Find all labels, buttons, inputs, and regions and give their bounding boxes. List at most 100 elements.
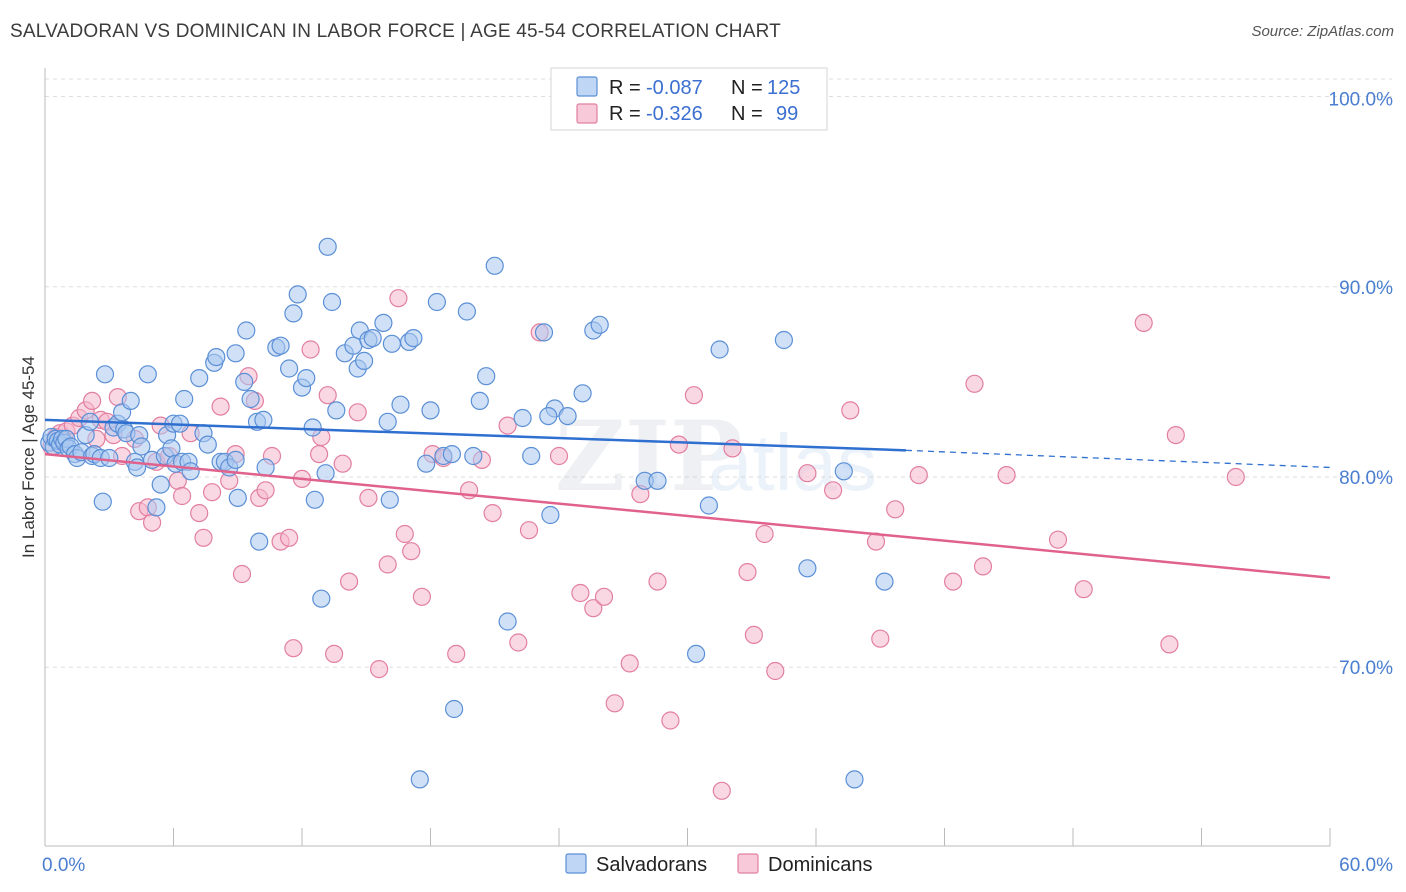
salvadoran-point [774, 330, 794, 350]
salvadoran-point [798, 559, 817, 578]
legend-r-value-salvadorans: -0.087 [646, 77, 703, 99]
dominican-point [211, 397, 230, 416]
salvadoran-point [322, 292, 342, 312]
dominican-point [280, 528, 299, 547]
salvadoran-point [288, 285, 307, 304]
dominican-point [325, 644, 344, 664]
dominican-point [232, 564, 252, 584]
dominican-point [943, 572, 963, 591]
dominican-point [82, 391, 102, 410]
bottom-legend-label-salvadorans: Salvadorans [596, 854, 707, 876]
dominican-point [605, 694, 624, 713]
salvadoran-point [250, 532, 269, 551]
dominican-point [143, 513, 162, 532]
salvadoran-point [175, 389, 194, 409]
dominican-point [584, 599, 603, 618]
salvadoran-point [151, 475, 170, 494]
tick-labels: 0.0% 60.0% 70.0% 80.0% 90.0% 100.0% [42, 90, 1393, 876]
salvadoran-point [442, 445, 461, 464]
dominican-point [519, 521, 539, 540]
legend-swatch-dominicans [576, 103, 598, 124]
salvadoran-point [404, 329, 423, 348]
dominican-point [1160, 635, 1179, 654]
dominican-point [447, 644, 466, 664]
salvadoran-point [95, 365, 115, 384]
salvadoran-point [190, 369, 209, 388]
dominican-point [871, 629, 890, 648]
legend-r-value-dominicans: -0.326 [646, 103, 703, 125]
dominican-point [886, 500, 905, 519]
dominican-point [284, 639, 303, 658]
salvadoran-point [305, 490, 324, 509]
y-tick-label: 70.0% [1339, 658, 1393, 679]
salvadoran-point [226, 450, 245, 469]
dominican-points [42, 289, 1245, 800]
dominican-point [203, 483, 222, 502]
salvadoran-point [235, 372, 254, 391]
salvadoran-point [834, 462, 853, 481]
dominican-point [190, 503, 209, 523]
dominican-point [549, 446, 569, 466]
dominican-point [571, 583, 590, 603]
dominican-point [173, 486, 192, 506]
bottom-legend: Salvadorans Dominicans [565, 853, 872, 876]
dominican-point [669, 435, 689, 454]
dominican-point [798, 464, 817, 483]
salvadoran-point [845, 770, 864, 789]
dominican-point [712, 781, 731, 800]
dominican-trend-line [44, 452, 1331, 580]
legend-r-label-salvadorans: R = [609, 77, 641, 99]
salvadoran-point [374, 313, 393, 332]
dominican-point [841, 401, 860, 420]
y-tick-label: 90.0% [1339, 278, 1393, 299]
salvadoran-point [237, 321, 256, 340]
dominican-point [310, 445, 329, 464]
dominican-point [389, 289, 408, 308]
x-tick-label-max: 60.0% [1339, 855, 1393, 876]
salvadoran-point [710, 340, 729, 359]
dominican-point [359, 488, 378, 507]
chart-title: SALVADORAN VS DOMINICAN IN LABOR FORCE |… [10, 21, 781, 42]
salvadoran-point [391, 395, 410, 414]
salvadoran-point [355, 351, 374, 370]
salvadoran-point [284, 304, 303, 323]
dominican-point [256, 481, 275, 500]
dominican-point [340, 572, 359, 591]
dominican-point [1226, 467, 1245, 487]
salvadoran-point [699, 496, 719, 515]
dominican-point [318, 386, 337, 405]
salvadoran-trend-extension [905, 449, 1331, 469]
legend-n-label-salvadorans: N = [731, 77, 763, 99]
bottom-legend-swatch-dominicans [737, 853, 759, 874]
dominican-point [412, 587, 431, 606]
legend-n-value-dominicans: 99 [776, 103, 798, 125]
salvadoran-point [427, 292, 446, 312]
dominican-point [378, 555, 397, 574]
chart-source: Source: ZipAtlas.com [1251, 23, 1394, 40]
dominican-point [723, 439, 742, 458]
legend-n-label-dominicans: N = [731, 103, 763, 125]
dominican-point [755, 524, 774, 544]
legend: R = -0.087 N = 125 R = -0.326 N = 99 [550, 67, 828, 131]
dominican-point [1048, 530, 1068, 549]
dominican-point [483, 503, 502, 523]
dominican-point [823, 481, 843, 500]
salvadoran-point [875, 572, 894, 591]
salvadoran-point [207, 348, 226, 367]
dominican-point [509, 633, 528, 652]
salvadoran-point [228, 488, 247, 507]
salvadoran-point [318, 237, 337, 256]
salvadoran-point [380, 490, 399, 509]
salvadoran-point [382, 334, 401, 353]
salvadoran-point [470, 391, 489, 410]
salvadoran-point [327, 401, 346, 420]
salvadoran-point [132, 437, 151, 456]
salvadoran-point [312, 589, 331, 608]
dominican-point [370, 659, 389, 679]
watermark-atlas: atlas [708, 418, 877, 507]
salvadoran-point [485, 256, 504, 275]
axes [44, 68, 1331, 847]
legend-swatch-salvadorans [576, 76, 598, 97]
dominican-point [395, 524, 414, 544]
salvadoran-point [181, 462, 200, 481]
